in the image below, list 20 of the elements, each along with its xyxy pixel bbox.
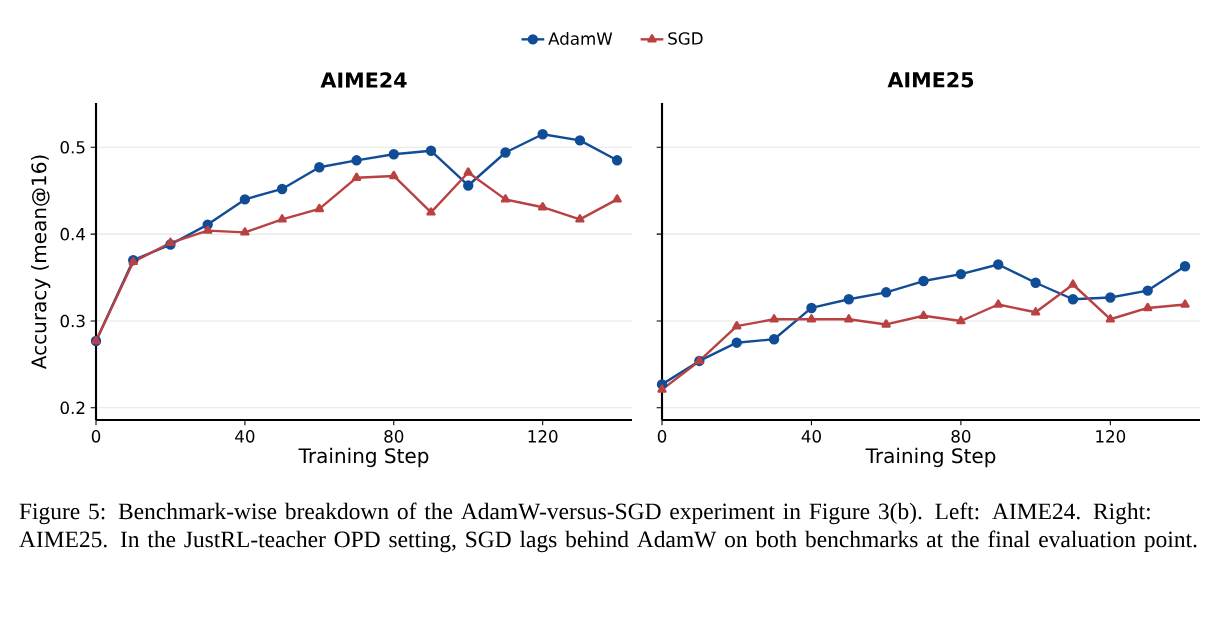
x-tick-label: 40 [801,430,821,443]
x-tick-label: 0 [657,430,667,443]
y-tick-label: 0.3 [60,314,85,328]
caption: Figure 5: Benchmark-wise breakdown of the AdamW-versus-SGD experiment in Figure 3(b). Left: AIME24. Right: AIME25. In the JustRL-teacher OPD setting, SGD lags behind AdamW on both benchmarks at the final evaluation point. [19,502,1197,553]
x-axis-title: Training Step [865,447,996,468]
legend-label: SGD [668,32,703,45]
chart-title: AIME25 [887,71,974,88]
x-tick-label: 0 [91,430,101,443]
x-axis-title: Training Step [298,447,429,468]
x-tick-label: 80 [384,430,404,443]
x-tick-label: 80 [951,430,971,443]
y-tick-label: 0.5 [60,140,85,154]
x-tick-label: 120 [528,430,558,443]
chart-title: AIME24 [320,72,407,88]
x-tick-label: 120 [1096,430,1126,443]
legend-label: AdamW [548,32,613,45]
y-tick-label: 0.4 [60,227,86,241]
y-axis-title: Accuracy (mean@16) [30,155,51,370]
y-tick-label: 0.2 [60,401,85,415]
x-tick-label: 40 [235,430,255,443]
